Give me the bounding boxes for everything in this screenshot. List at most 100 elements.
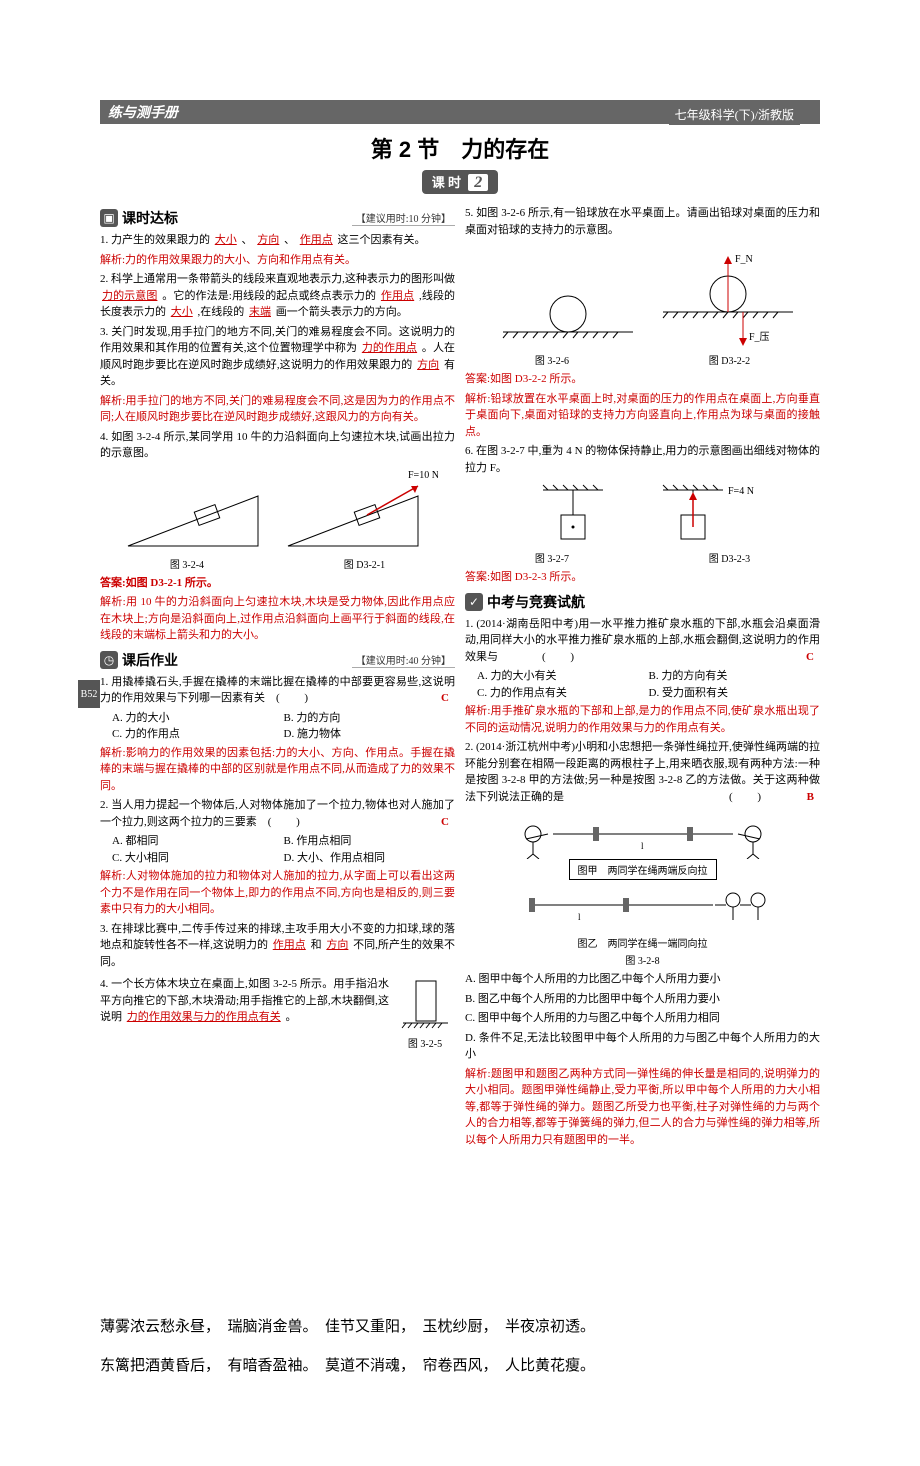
q3-analysis: 解析:用手拉门的地方不同,关门的难易程度会不同,这是因为力的作用点不同;人在顺风… [100,393,455,426]
hw1-tail: ) [293,692,308,704]
fig-d3-2-2-caption: 图 D3-2-2 [709,352,750,367]
page-number-tab: B52 [78,680,100,708]
fig-d3-2-1-caption: 图 D3-2-1 [344,556,385,571]
hw-question-1: 1. 用撬棒撬石头,手握在撬棒的末端比握在撬棒的中部要更容易些,这说明力的作用效… [100,674,455,707]
lesson-badge: 课 时 2 [422,170,499,194]
hw-question-4-row: 4. 一个长方体木块立在桌面上,如图 3-2-5 所示。用手指沿水平方向推它的下… [100,973,455,1050]
hw3-blank1: 作用点 [271,939,308,951]
ex1-opt-a: A. 力的大小有关 [477,668,649,685]
svg-text:F_N: F_N [735,254,753,265]
hw2-opt-d: D. 大小、作用点相同 [284,850,456,867]
exam-question-1: 1. (2014·湖南岳阳中考)用一水平推力推矿泉水瓶的下部,水瓶会沿桌面滑动,… [465,616,820,666]
fig-3-2-8-caption: 图 3-2-8 [465,952,820,967]
q5-answer: 答案:如图 D3-2-2 所示。 [465,371,820,388]
section-title-row: 第 2 节 力的存在 [100,132,820,164]
fig-d3-2-3-caption: 图 D3-2-3 [709,550,750,565]
q1-analysis: 解析:力的作用效果跟力的大小、方向和作用点有关。 [100,252,455,269]
two-column-layout: ▣ 课时达标 【建议用时:10 分钟】 1. 力产生的效果跟力的 大小 、 方向… [100,202,820,1148]
hw1-answer: C [441,690,449,707]
hw2-answer: C [441,814,449,831]
question-5: 5. 如图 3-2-6 所示,有一铅球放在水平桌面上。请画出铅球对桌面的压力和桌… [465,205,820,238]
q1-blank1: 大小 [213,234,239,246]
clock-icon: ◷ [100,651,118,669]
q6-answer: 答案:如图 D3-2-3 所示。 [465,569,820,586]
ex1-answer: C [806,649,814,666]
hw4-tail: 。 [286,1011,297,1023]
homework-time: 【建议用时:40 分钟】 [352,652,455,668]
ex1-tail: ) [559,651,574,663]
fig-3-2-4-svg: F=10 N [118,466,438,556]
svg-text:F_压: F_压 [749,331,770,343]
q2-blank2: 作用点 [379,290,416,302]
homework-header: ◷ 课后作业 【建议用时:40 分钟】 [100,650,455,670]
ex1-opt-b: B. 力的方向有关 [649,668,821,685]
fig-3-2-6-caption: 图 3-2-6 [535,352,569,367]
q3-blank2: 方向 [415,359,441,371]
hw2-options: A. 都相同 B. 作用点相同 C. 大小相同 D. 大小、作用点相同 [112,833,455,866]
fig-3-2-5-caption: 图 3-2-5 [395,1035,455,1050]
q2-mid: 。它的作法是:用线段的起点或终点表示力的 [162,290,379,302]
q1-sep1: 、 [242,234,253,246]
ex2-answer: B [807,789,814,806]
q2-blank1: 力的示意图 [100,290,159,302]
fig-3-2-7-svg: F=4 N [503,480,783,550]
question-4: 4. 如图 3-2-4 所示,某同学用 10 牛的力沿斜面向上匀速拉木块,试画出… [100,429,455,462]
hw2-opt-c: C. 大小相同 [112,850,284,867]
hw-question-4: 4. 一个长方体木块立在桌面上,如图 3-2-5 所示。用手指沿水平方向推它的下… [100,976,389,1047]
q1-tail: 这三个因素有关。 [338,234,426,246]
ex1-analysis: 解析:用手推矿泉水瓶的下部和上部,是力的作用点不同,使矿泉水瓶出现了不同的运动情… [465,703,820,736]
q1-blank3: 作用点 [298,234,335,246]
check-icon: ✓ [465,593,483,611]
hw1-opt-d: D. 施力物体 [284,726,456,743]
dabiao-header: ▣ 课时达标 【建议用时:10 分钟】 [100,208,455,228]
exam-question-2: 2. (2014·浙江杭州中考)小明和小忠想把一条弹性绳拉开,使弹性绳两端的拉环… [465,739,820,805]
q2-mid3: ,在线段的 [198,306,248,318]
q4-answer-text: 答案:如图 D3-2-1 所示。 [100,577,218,589]
q3-blank1: 力的作用点 [360,342,419,354]
hw-question-2: 2. 当人用力提起一个物体后,人对物体施加了一个拉力,物体也对人施加了一个拉力,… [100,797,455,830]
poem-block: 薄雾浓云愁永昼， 瑞脑消金兽。 佳节又重阳， 玉枕纱厨， 半夜凉初透。 东篱把酒… [100,1308,820,1386]
fig-3-2-4-row: F=10 N 图 3-2-4 图 D3-2-1 [100,466,455,571]
exam-header: ✓ 中考与竞赛试航 [465,592,820,612]
svg-text:F=4 N: F=4 N [728,486,754,497]
fig-jia-caption: 图甲 两同学在绳两端反向拉 [569,859,717,880]
hw2-analysis: 解析:人对物体施加的拉力和物体对人施加的拉力,从字面上可以看出这两个力不是作用在… [100,868,455,918]
hw1-text: 1. 用撬棒撬石头,手握在撬棒的末端比握在撬棒的中部要更容易些,这说明力的作用效… [100,676,455,705]
question-1: 1. 力产生的效果跟力的 大小 、 方向 、 作用点 这三个因素有关。 [100,232,455,249]
header-bar: 练与测手册 七年级科学(下)/浙教版 [100,100,820,124]
hw4-blank1: 力的作用效果与力的作用点有关 [125,1011,283,1023]
ex2-text: 2. (2014·浙江杭州中考)小明和小忠想把一条弹性绳拉开,使弹性绳两端的拉环… [465,741,820,803]
question-3: 3. 关门时发现,用手拉门的地方不同,关门的难易程度会不同。这说明力的作用效果和… [100,324,455,390]
hw1-options: A. 力的大小 B. 力的方向 C. 力的作用点 D. 施力物体 [112,710,455,743]
page: B52 练与测手册 七年级科学(下)/浙教版 第 2 节 力的存在 课 时 2 … [0,0,920,1466]
q5-analysis: 解析:铅球放置在水平桌面上时,对桌面的压力的作用点在桌面上,方向垂直于桌面向下,… [465,391,820,441]
ex1-options: A. 力的大小有关 B. 力的方向有关 C. 力的作用点有关 D. 受力面积有关 [477,668,820,701]
force-label: F=10 N [408,470,438,481]
lesson-badge-row: 课 时 2 [100,170,820,194]
section-title: 第 2 节 力的存在 [371,137,549,162]
hw1-opt-a: A. 力的大小 [112,710,284,727]
dabiao-title: 课时达标 [122,208,178,228]
lesson-label: 课 时 [432,175,461,190]
ex2-opt-a: A. 图甲中每个人所用的力比图乙中每个人所用力要小 [465,971,820,988]
hw2-text: 2. 当人用力提起一个物体后,人对物体施加了一个拉力,物体也对人施加了一个拉力,… [100,799,455,828]
hw1-opt-b: B. 力的方向 [284,710,456,727]
fig-3-2-6-svg: F_N F_压 [483,242,803,352]
workbook-page: B52 练与测手册 七年级科学(下)/浙教版 第 2 节 力的存在 课 时 2 … [100,100,820,1148]
right-column: 5. 如图 3-2-6 所示,有一铅球放在水平桌面上。请画出铅球对桌面的压力和桌… [465,202,820,1148]
fig-yi-caption: 图乙 两同学在绳一端同向拉 [465,935,820,950]
dabiao-time: 【建议用时:10 分钟】 [352,210,455,226]
ex1-opt-d: D. 受力面积有关 [649,685,821,702]
hw2-opt-b: B. 作用点相同 [284,833,456,850]
fig-3-2-7-caption: 图 3-2-7 [535,550,569,565]
q2-tail: 画一个箭头表示力的方向。 [276,306,408,318]
q1-sep2: 、 [284,234,295,246]
ex1-text: 1. (2014·湖南岳阳中考)用一水平推力推矿泉水瓶的下部,水瓶会沿桌面滑动,… [465,618,820,663]
question-2: 2. 科学上通常用一条带箭头的线段来直观地表示力,这种表示力的图形叫做 力的示意… [100,271,455,321]
ex2-opt-c: C. 图甲中每个人所用的力与图乙中每个人所用力相同 [465,1010,820,1027]
fig-3-2-6-row: F_N F_压 图 3-2-6 图 D3-2-2 [465,242,820,367]
ex2-analysis: 解析:题图甲和题图乙两种方式同一弹性绳的伸长量是相同的,说明弹力的大小相同。题图… [465,1066,820,1149]
left-column: ▣ 课时达标 【建议用时:10 分钟】 1. 力产生的效果跟力的 大小 、 方向… [100,202,455,1148]
fig-3-2-5-svg [398,973,453,1033]
poem-line-2: 东篱把酒黄昏后， 有暗香盈袖。 莫道不消魂， 帘卷西风， 人比黄花瘦。 [100,1347,820,1386]
